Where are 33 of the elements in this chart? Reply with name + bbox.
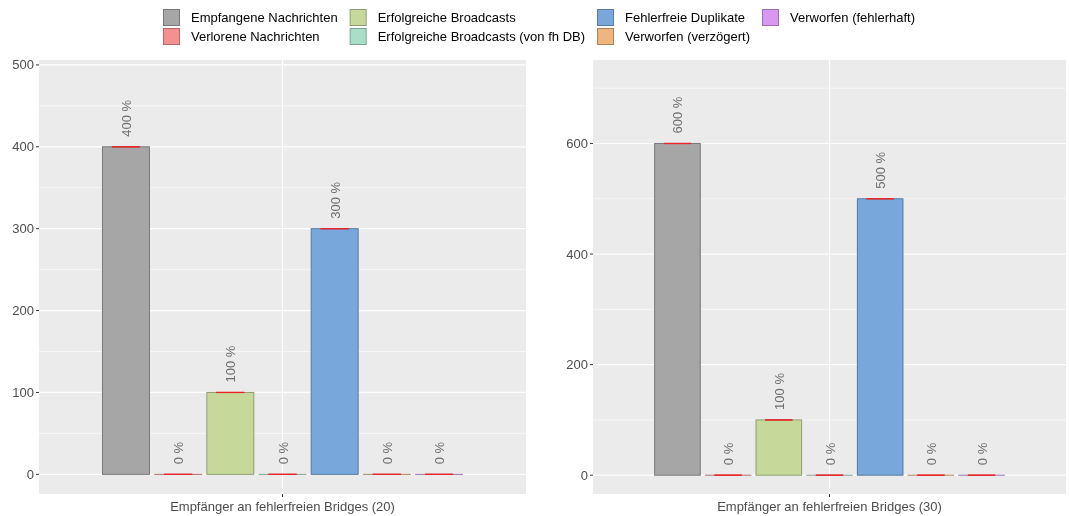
x-tick-label: Empfänger an fehlerfreien Bridges (30) [717, 499, 942, 514]
y-tick-label: 600 [566, 136, 588, 152]
data-label: 300 % [327, 181, 343, 219]
data-label: 0 % [923, 442, 939, 466]
legend-label: Fehlerfreie Duplikate [625, 10, 745, 25]
y-tick-label: 200 [12, 303, 34, 319]
data-label: 0 % [974, 442, 990, 466]
data-label: 0 % [275, 441, 291, 465]
y-tick-label: 200 [566, 357, 588, 373]
data-label: 100 % [771, 372, 787, 410]
data-label: 0 % [432, 441, 448, 465]
legend-label: Verlorene Nachrichten [190, 29, 320, 44]
y-tick-label: 300 [12, 221, 34, 237]
legend-label: Erfolgreiche Broadcasts [377, 10, 517, 25]
data-label: 400 % [118, 99, 134, 137]
y-tick-label: 400 [566, 246, 588, 262]
data-label: 600 % [670, 96, 686, 134]
y-tick-label: 100 [12, 385, 34, 401]
data-label: 500 % [873, 151, 889, 189]
y-tick-label: 500 [12, 57, 34, 73]
legend-label: Verworfen (verzögert) [625, 29, 751, 44]
data-label: 0 % [171, 441, 187, 465]
y-tick-label: 400 [12, 139, 34, 155]
legend-label: Verworfen (fehlerhaft) [790, 10, 916, 25]
legend-label: Erfolgreiche Broadcasts (von fh DB) [377, 29, 586, 44]
data-label: 0 % [379, 441, 395, 465]
data-label: 100 % [223, 345, 239, 383]
x-tick-label: Empfänger an fehlerfreien Bridges (20) [170, 499, 395, 514]
legend-label: Empfangene Nachrichten [190, 10, 338, 25]
data-label: 0 % [721, 442, 737, 466]
data-label: 0 % [822, 442, 838, 466]
y-tick-label: 0 [580, 467, 588, 483]
y-tick-label: 0 [26, 466, 34, 482]
